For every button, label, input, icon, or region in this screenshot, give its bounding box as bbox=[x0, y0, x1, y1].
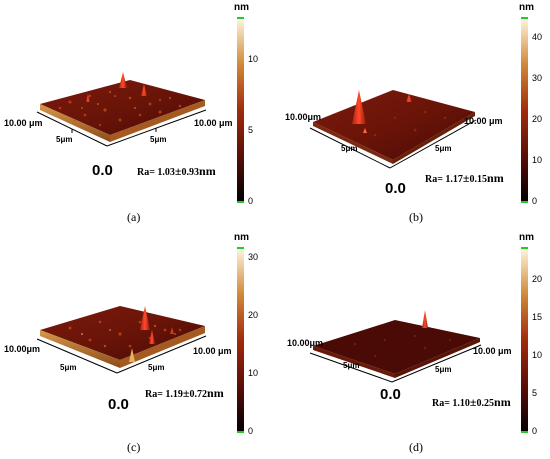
colorbar-d bbox=[521, 248, 528, 432]
surface-top-c bbox=[40, 306, 205, 360]
colorbar-tick-b: 0 bbox=[532, 196, 538, 206]
origin-label-b: 0.0 bbox=[385, 180, 406, 197]
colorbar-unit-d: nm bbox=[519, 232, 534, 243]
x-size-label-b: 10.00μm bbox=[285, 112, 322, 122]
x-size-label-a: 10.00 μm bbox=[4, 118, 43, 128]
caption-d: (d) bbox=[409, 440, 423, 454]
peak-c-2 bbox=[149, 330, 155, 344]
y-axis-line-b bbox=[389, 119, 477, 169]
caption-b: (b) bbox=[409, 210, 423, 224]
peak-d-1 bbox=[422, 310, 428, 328]
x-size-label-c: 10.00μm bbox=[4, 344, 41, 354]
colorbar-unit-c: nm bbox=[234, 232, 249, 243]
colorbar-tick-d: 0 bbox=[532, 426, 538, 436]
x-mid-label-c: 5μm bbox=[60, 363, 77, 372]
afm-surface-c bbox=[36, 247, 244, 433]
afm-panel-d: 10.00μm 10.00 μm 5μm 5μm 0.0 Ra= 1.10±0.… bbox=[275, 230, 550, 459]
colorbar-b bbox=[521, 18, 528, 202]
colorbar-tick-d: 15 bbox=[532, 312, 543, 322]
afm-panel-b: 10.00μm 10.00 μm 5μm 5μm 0.0 Ra= 1.17±0.… bbox=[275, 0, 550, 229]
colorbar-tick-c: 0 bbox=[248, 426, 254, 436]
y-size-label-d: 10.00 μm bbox=[473, 346, 512, 356]
colorbar-tick-d: 10 bbox=[532, 350, 543, 360]
afm-panel-a: 10.00 μm 10.00 μm 5μm 5μm 0.0 Ra= 1.03±0… bbox=[0, 0, 275, 229]
ra-label-c: Ra= 1.19±0.72nm bbox=[145, 386, 224, 400]
caption-c: (c) bbox=[127, 440, 141, 454]
peak-c-4 bbox=[170, 327, 174, 334]
x-mid-label-a: 5μm bbox=[56, 135, 73, 144]
peak-b-2 bbox=[406, 94, 412, 102]
y-mid-label-b: 5μm bbox=[435, 144, 452, 153]
afm-panel-c: 10.00μm 10.00 μm 5μm 5μm 0.0 Ra= 1.19±0.… bbox=[0, 230, 275, 459]
surface-top-a bbox=[40, 80, 205, 135]
peak-a-1 bbox=[119, 72, 127, 88]
colorbar-c bbox=[237, 248, 244, 432]
colorbar-tick-a: 0 bbox=[248, 196, 254, 206]
surface-top-d bbox=[313, 320, 480, 374]
y-mid-label-c: 5μm bbox=[148, 363, 165, 372]
colorbar-unit-b: nm bbox=[519, 2, 534, 13]
origin-label-d: 0.0 bbox=[380, 386, 401, 403]
colorbar-tick-b: 30 bbox=[532, 73, 543, 83]
surface-side-left-c bbox=[40, 330, 120, 368]
surface-side-right-d bbox=[395, 338, 480, 378]
colorbar-tick-a: 5 bbox=[248, 125, 254, 135]
origin-label-a: 0.0 bbox=[92, 162, 113, 179]
colorbar-tick-c: 10 bbox=[248, 368, 259, 378]
caption-a: (a) bbox=[127, 210, 141, 224]
peak-b-3 bbox=[363, 128, 367, 133]
x-axis-line-c bbox=[36, 338, 118, 374]
y-axis-line-d bbox=[391, 344, 482, 383]
y-size-label-b: 10.00 μm bbox=[464, 116, 503, 126]
peak-c-3 bbox=[129, 348, 135, 362]
ra-label-b: Ra= 1.17±0.15nm bbox=[425, 171, 504, 185]
ra-label-d: Ra= 1.10±0.25nm bbox=[432, 395, 511, 409]
surface-side-left-a bbox=[40, 104, 110, 142]
y-size-label-a: 10.00 μm bbox=[194, 118, 233, 128]
y-mid-label-a: 5μm bbox=[150, 135, 167, 144]
afm-surface-b bbox=[309, 17, 528, 203]
surface-side-right-c bbox=[120, 326, 205, 368]
origin-label-c: 0.0 bbox=[108, 396, 129, 413]
colorbar-tick-c: 20 bbox=[248, 310, 259, 320]
x-axis-line-d bbox=[309, 352, 393, 383]
x-mid-label-b: 5μm bbox=[341, 144, 358, 153]
afm-surface-a bbox=[36, 17, 244, 203]
colorbar-tick-b: 20 bbox=[532, 114, 543, 124]
colorbar-a bbox=[237, 18, 244, 202]
colorbar-tick-d: 20 bbox=[532, 274, 543, 284]
colorbar-tick-b: 40 bbox=[532, 32, 543, 42]
peak-b-1 bbox=[352, 90, 366, 124]
ra-label-a: Ra= 1.03±0.93nm bbox=[137, 164, 216, 178]
peak-c-1 bbox=[140, 306, 150, 330]
peak-a-2 bbox=[141, 84, 147, 96]
surface-side-left-d bbox=[313, 346, 395, 378]
x-size-label-d: 10.00μm bbox=[287, 338, 324, 348]
y-size-label-c: 10.00 μm bbox=[193, 346, 232, 356]
colorbar-tick-b: 10 bbox=[532, 155, 543, 165]
peak-a-3 bbox=[86, 94, 90, 102]
surface-side-right-b bbox=[393, 112, 475, 164]
surface-side-right-a bbox=[110, 100, 205, 142]
y-mid-label-d: 5μm bbox=[435, 365, 452, 374]
y-axis-line-c bbox=[116, 335, 207, 374]
colorbar-tick-d: 5 bbox=[532, 388, 538, 398]
surface-side-left-b bbox=[313, 122, 393, 164]
surface-top-b bbox=[313, 90, 475, 160]
x-mid-label-d: 5μm bbox=[343, 361, 360, 370]
colorbar-tick-c: 30 bbox=[248, 252, 259, 262]
colorbar-unit-a: nm bbox=[234, 2, 249, 13]
x-axis-line-b bbox=[309, 127, 391, 169]
colorbar-tick-a: 10 bbox=[248, 54, 259, 64]
afm-surface-d bbox=[309, 247, 528, 433]
